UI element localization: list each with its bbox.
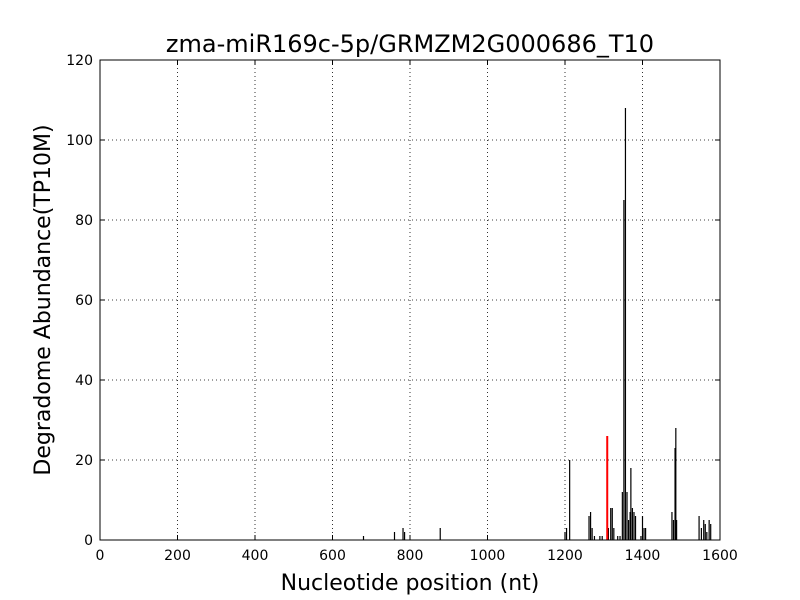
y-axis-label: Degradome Abundance(TP10M) [31,124,56,475]
y-tick-label: 20 [75,453,93,469]
x-axis-label: Nucleotide position (nt) [281,571,540,596]
x-tick-label: 600 [319,548,346,564]
grid-lines [100,60,720,540]
y-tick-label: 80 [75,213,93,229]
x-tick-label: 0 [96,548,105,564]
x-tick-label: 400 [242,548,269,564]
y-tick-label: 0 [84,533,93,549]
x-tick-label: 1000 [470,548,506,564]
x-tick-label: 1400 [625,548,661,564]
x-tick-label: 1600 [702,548,738,564]
x-axis: 0 200 400 600 800 1000 1200 1400 1600 [96,60,738,564]
x-tick-label: 200 [164,548,191,564]
bars-layer [362,108,712,540]
y-tick-label: 120 [66,53,93,69]
x-tick-label: 1200 [547,548,583,564]
y-tick-label: 40 [75,373,93,389]
y-tick-label: 100 [66,133,93,149]
y-tick-label: 60 [75,293,93,309]
y-axis: 0 20 40 60 80 100 120 [66,53,720,549]
chart-title: zma-miR169c-5p/GRMZM2G000686_T10 [166,30,654,58]
x-tick-label: 800 [397,548,424,564]
